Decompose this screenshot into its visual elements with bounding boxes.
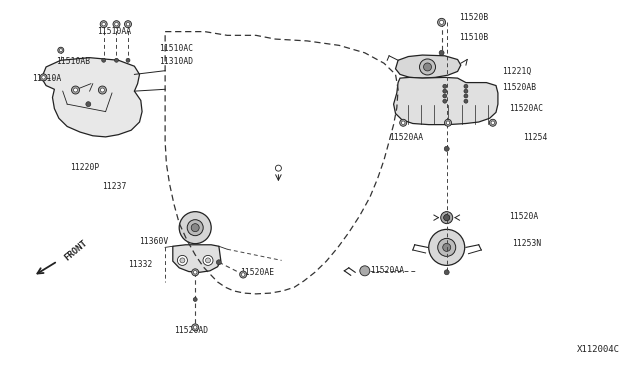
Circle shape bbox=[179, 212, 211, 244]
Circle shape bbox=[193, 298, 197, 301]
Circle shape bbox=[443, 94, 447, 98]
Circle shape bbox=[216, 260, 221, 265]
Circle shape bbox=[443, 84, 447, 88]
Circle shape bbox=[193, 270, 197, 274]
Circle shape bbox=[187, 219, 204, 236]
Circle shape bbox=[443, 89, 447, 93]
Text: 11332: 11332 bbox=[128, 260, 152, 269]
Circle shape bbox=[240, 271, 246, 278]
Circle shape bbox=[444, 146, 449, 151]
Circle shape bbox=[102, 22, 106, 26]
Circle shape bbox=[125, 21, 131, 28]
Circle shape bbox=[443, 243, 451, 251]
Circle shape bbox=[444, 270, 449, 275]
Circle shape bbox=[60, 49, 62, 52]
Text: 11510AA: 11510AA bbox=[97, 27, 131, 36]
Text: 11237: 11237 bbox=[102, 182, 127, 191]
Text: 11253N: 11253N bbox=[512, 239, 541, 248]
Circle shape bbox=[100, 21, 107, 28]
Polygon shape bbox=[394, 77, 498, 125]
Circle shape bbox=[443, 99, 447, 103]
Circle shape bbox=[440, 20, 444, 24]
Circle shape bbox=[192, 324, 198, 331]
Circle shape bbox=[86, 102, 91, 107]
Circle shape bbox=[446, 121, 450, 125]
Circle shape bbox=[99, 86, 106, 94]
Text: 11510A: 11510A bbox=[32, 74, 61, 83]
Circle shape bbox=[401, 121, 405, 125]
Text: 11520AE: 11520AE bbox=[240, 268, 274, 277]
Circle shape bbox=[72, 86, 79, 94]
Circle shape bbox=[438, 18, 445, 26]
Text: 11510AB: 11510AB bbox=[56, 57, 90, 66]
Circle shape bbox=[177, 256, 188, 265]
Circle shape bbox=[241, 273, 245, 276]
Text: 11510AC: 11510AC bbox=[159, 44, 193, 53]
Circle shape bbox=[180, 258, 185, 263]
Circle shape bbox=[126, 22, 130, 26]
Text: FRONT: FRONT bbox=[63, 238, 89, 262]
Text: 11520A: 11520A bbox=[509, 212, 538, 221]
Circle shape bbox=[191, 224, 199, 232]
Text: 11220P: 11220P bbox=[70, 163, 100, 172]
Circle shape bbox=[464, 84, 468, 88]
Circle shape bbox=[441, 212, 452, 224]
Circle shape bbox=[444, 215, 450, 221]
Polygon shape bbox=[173, 245, 221, 272]
Circle shape bbox=[464, 99, 468, 103]
Circle shape bbox=[464, 94, 468, 98]
Circle shape bbox=[490, 119, 496, 126]
Circle shape bbox=[445, 119, 451, 126]
Circle shape bbox=[438, 238, 456, 256]
Circle shape bbox=[464, 89, 468, 93]
Circle shape bbox=[420, 59, 436, 75]
Circle shape bbox=[58, 47, 64, 53]
Circle shape bbox=[193, 326, 197, 329]
Circle shape bbox=[115, 58, 118, 62]
Text: 11520AA: 11520AA bbox=[370, 266, 404, 275]
Circle shape bbox=[439, 50, 444, 55]
Circle shape bbox=[205, 258, 211, 263]
Text: 11360V: 11360V bbox=[140, 237, 169, 246]
Text: 11520B: 11520B bbox=[460, 13, 489, 22]
Circle shape bbox=[113, 21, 120, 28]
Text: 11520AC: 11520AC bbox=[509, 104, 543, 113]
Circle shape bbox=[192, 269, 198, 276]
Circle shape bbox=[74, 88, 77, 92]
Polygon shape bbox=[42, 58, 142, 137]
Circle shape bbox=[360, 266, 370, 276]
Text: X112004C: X112004C bbox=[577, 345, 620, 354]
Circle shape bbox=[491, 121, 495, 125]
Text: 11520AA: 11520AA bbox=[389, 133, 423, 142]
Text: 11510B: 11510B bbox=[460, 33, 489, 42]
Text: 11254: 11254 bbox=[524, 133, 548, 142]
Circle shape bbox=[115, 22, 118, 26]
Circle shape bbox=[42, 76, 45, 79]
Circle shape bbox=[126, 58, 130, 62]
Text: 11520AD: 11520AD bbox=[174, 326, 208, 335]
Circle shape bbox=[444, 215, 450, 221]
Circle shape bbox=[100, 88, 104, 92]
Circle shape bbox=[40, 74, 47, 81]
Text: 11221Q: 11221Q bbox=[502, 67, 532, 76]
Circle shape bbox=[429, 230, 465, 265]
Circle shape bbox=[203, 256, 213, 265]
Text: 11520AB: 11520AB bbox=[502, 83, 536, 92]
Text: 11310AD: 11310AD bbox=[159, 57, 193, 66]
Circle shape bbox=[102, 58, 106, 62]
Circle shape bbox=[400, 119, 406, 126]
Circle shape bbox=[424, 63, 431, 71]
Polygon shape bbox=[396, 55, 461, 78]
